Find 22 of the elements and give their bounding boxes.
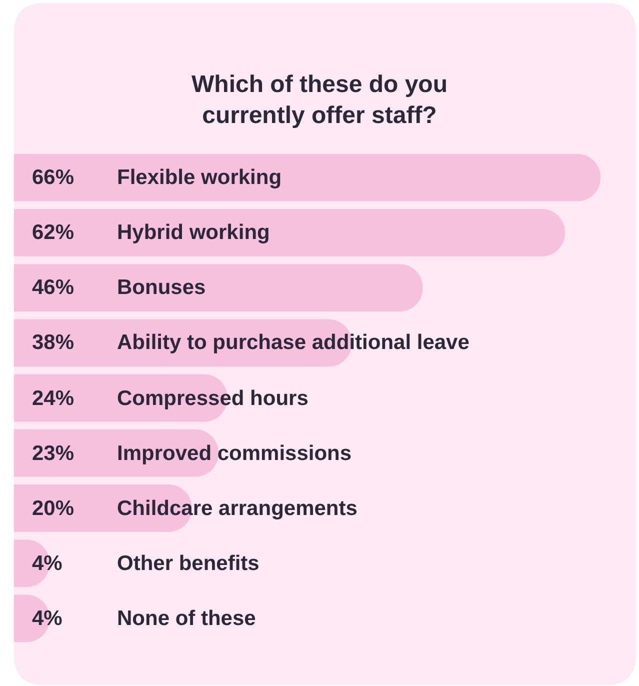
data-label: 62% xyxy=(32,221,74,244)
y-tick-label: None of these xyxy=(117,607,256,630)
y-tick-label: Improved commissions xyxy=(117,442,352,465)
y-tick-label: Ability to purchase additional leave xyxy=(117,331,470,354)
y-tick-label: Hybrid working xyxy=(117,221,270,244)
data-label: 4% xyxy=(32,552,63,575)
data-label: 20% xyxy=(32,497,74,520)
bar xyxy=(14,208,565,256)
data-label: 38% xyxy=(32,331,74,354)
data-label: 23% xyxy=(32,442,74,465)
data-label: 24% xyxy=(32,387,74,410)
bar xyxy=(14,154,600,202)
y-tick-label: Other benefits xyxy=(117,552,260,575)
bar xyxy=(14,264,423,312)
y-tick-label: Bonuses xyxy=(117,276,206,299)
data-label: 46% xyxy=(32,276,74,299)
y-tick-label: Flexible working xyxy=(117,166,282,189)
y-tick-label: Childcare arrangements xyxy=(117,497,358,520)
data-label: 4% xyxy=(32,607,63,630)
y-tick-label: Compressed hours xyxy=(117,387,308,410)
chart-title: Which of these do you currently offer staff? xyxy=(192,71,448,130)
data-label: 66% xyxy=(32,166,74,189)
